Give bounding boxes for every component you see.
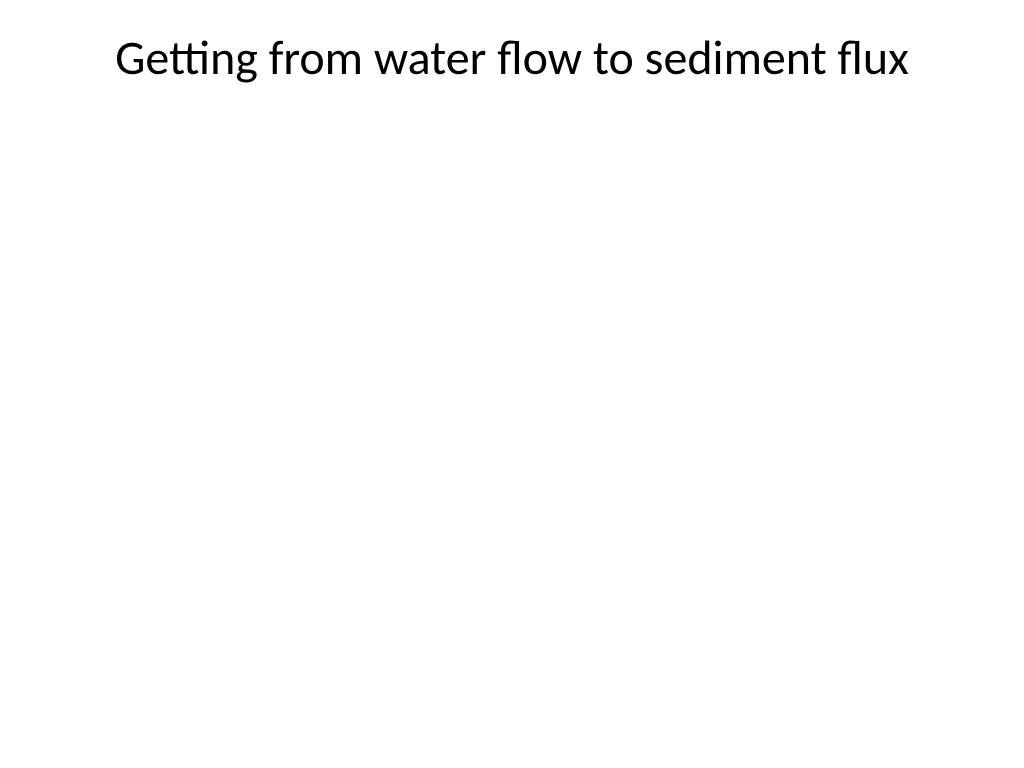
slide-title: Getting from water flow to sediment flux xyxy=(60,28,964,88)
slide-container: Getting from water flow to sediment flux xyxy=(0,0,1024,768)
